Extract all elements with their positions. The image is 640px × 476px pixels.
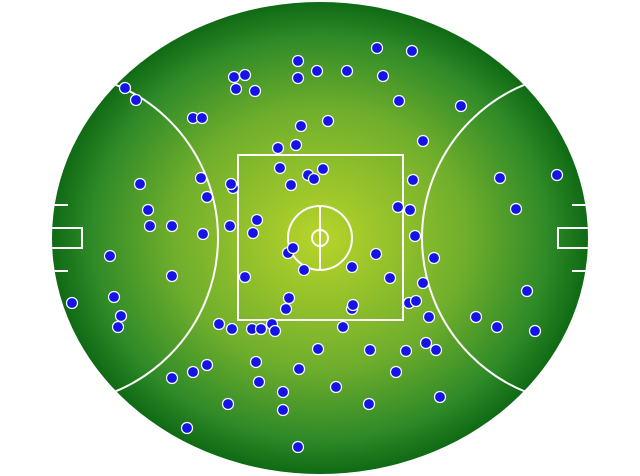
point <box>310 64 324 78</box>
point <box>227 70 241 84</box>
point <box>362 397 376 411</box>
point <box>321 114 335 128</box>
point <box>311 342 325 356</box>
point <box>289 138 303 152</box>
point <box>118 81 132 95</box>
point <box>225 322 239 336</box>
goal-square-right <box>557 227 588 249</box>
point <box>273 161 287 175</box>
point <box>103 249 117 263</box>
point <box>223 219 237 233</box>
point <box>291 54 305 68</box>
point <box>143 219 157 233</box>
point <box>336 320 350 334</box>
point <box>493 171 507 185</box>
point <box>284 178 298 192</box>
point <box>186 365 200 379</box>
point <box>238 68 252 82</box>
point <box>389 365 403 379</box>
point <box>180 421 194 435</box>
points <box>65 41 564 454</box>
point <box>200 358 214 372</box>
point <box>490 320 504 334</box>
point <box>391 200 405 214</box>
centre-square <box>237 154 404 321</box>
point <box>286 241 300 255</box>
point <box>254 322 268 336</box>
point <box>422 310 436 324</box>
point <box>307 172 321 186</box>
point <box>409 294 423 308</box>
point <box>129 93 143 107</box>
point <box>276 385 290 399</box>
point <box>376 69 390 83</box>
point <box>408 229 422 243</box>
point <box>454 99 468 113</box>
point <box>282 291 296 305</box>
point <box>238 270 252 284</box>
point <box>165 269 179 283</box>
point <box>427 251 441 265</box>
point <box>252 375 266 389</box>
point <box>276 403 290 417</box>
point <box>329 380 343 394</box>
point <box>294 119 308 133</box>
point <box>370 41 384 55</box>
point <box>416 276 430 290</box>
point <box>248 84 262 98</box>
point <box>165 371 179 385</box>
point <box>271 141 285 155</box>
point <box>107 290 121 304</box>
point <box>195 111 209 125</box>
point <box>383 271 397 285</box>
point <box>200 190 214 204</box>
point <box>291 440 305 454</box>
point <box>292 362 306 376</box>
point <box>297 263 311 277</box>
point <box>403 203 417 217</box>
arc-left <box>52 71 219 405</box>
point <box>250 213 264 227</box>
point <box>469 310 483 324</box>
point <box>111 320 125 334</box>
point <box>528 324 542 338</box>
point <box>165 219 179 233</box>
point <box>433 390 447 404</box>
point <box>133 177 147 191</box>
point <box>340 64 354 78</box>
point <box>405 44 419 58</box>
point <box>429 343 443 357</box>
point <box>279 302 293 316</box>
goal-square-left <box>52 227 83 249</box>
point <box>345 260 359 274</box>
point <box>229 82 243 96</box>
point <box>246 226 260 240</box>
point <box>196 227 210 241</box>
point <box>291 71 305 85</box>
point <box>224 177 238 191</box>
point <box>416 134 430 148</box>
point <box>194 171 208 185</box>
point <box>65 296 79 310</box>
point <box>268 324 282 338</box>
point <box>399 344 413 358</box>
point <box>550 168 564 182</box>
point <box>114 309 128 323</box>
point <box>363 343 377 357</box>
point <box>419 336 433 350</box>
point <box>221 397 235 411</box>
point <box>392 94 406 108</box>
point <box>212 317 226 331</box>
point <box>346 298 360 312</box>
point <box>509 202 523 216</box>
point <box>141 203 155 217</box>
point <box>406 173 420 187</box>
arc-right <box>421 71 588 405</box>
point <box>369 247 383 261</box>
point <box>316 162 330 176</box>
point <box>249 355 263 369</box>
point <box>520 284 534 298</box>
